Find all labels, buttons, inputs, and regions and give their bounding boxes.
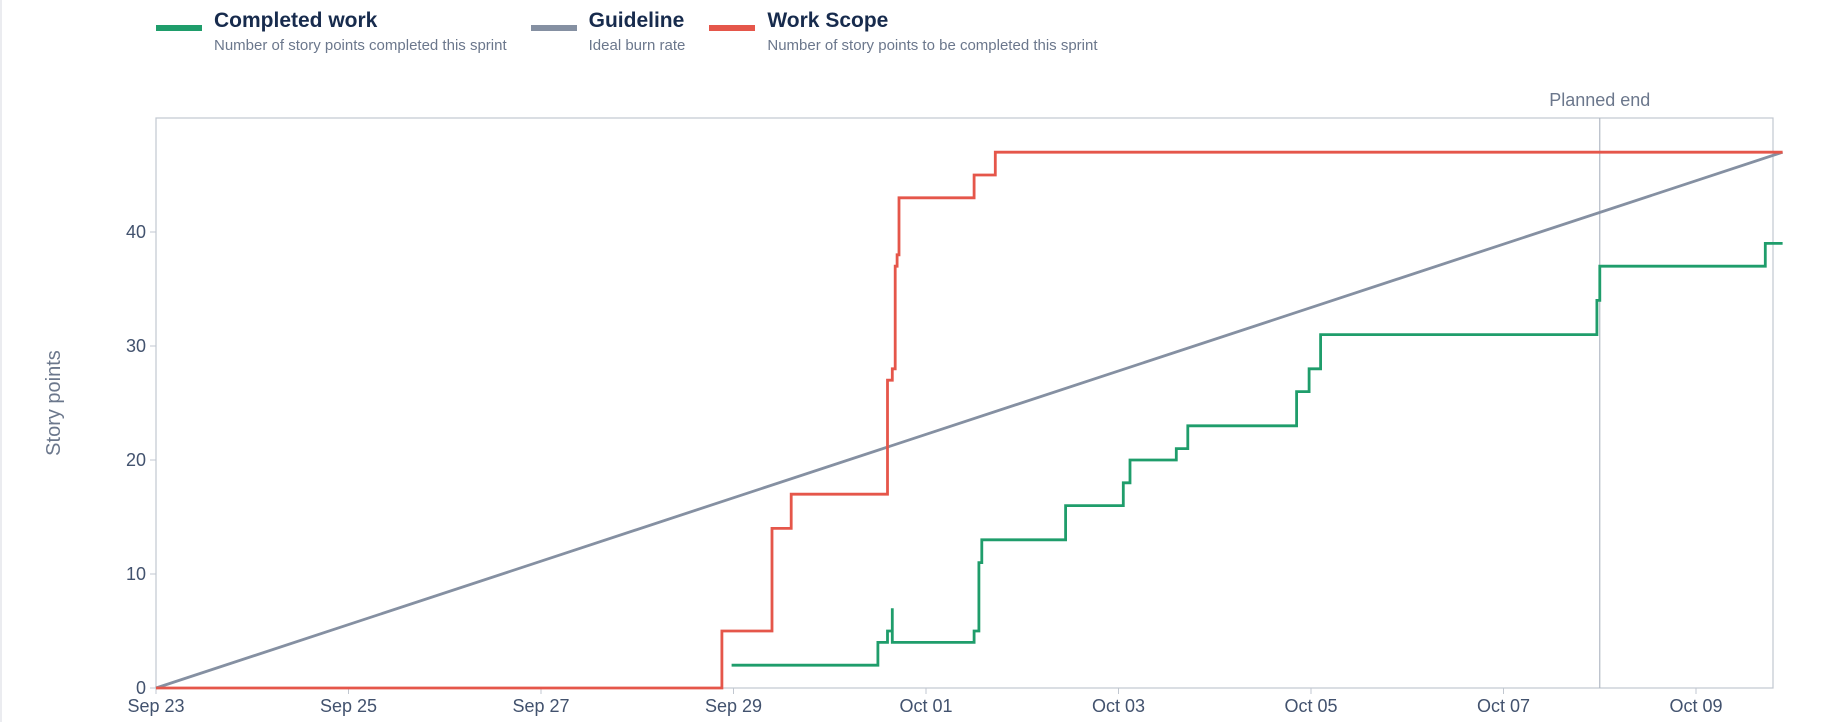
x-tick-label: Oct 03 bbox=[1092, 696, 1145, 716]
x-tick-label: Oct 09 bbox=[1669, 696, 1722, 716]
y-tick-label: 0 bbox=[136, 678, 146, 698]
legend-label: Work Scope bbox=[767, 9, 889, 32]
x-tick-label: Sep 25 bbox=[320, 696, 377, 716]
legend-item-guideline[interactable]: Guideline Ideal burn rate bbox=[530, 6, 686, 56]
legend-item-completed-work[interactable]: Completed work Number of story points co… bbox=[156, 6, 507, 56]
x-tick-label: Oct 01 bbox=[899, 696, 952, 716]
x-tick-label: Oct 05 bbox=[1284, 696, 1337, 716]
legend-item-work-scope[interactable]: Work Scope Number of story points to be … bbox=[709, 6, 1098, 56]
planned-end-label: Planned end bbox=[1549, 90, 1650, 110]
x-tick-label: Sep 29 bbox=[705, 696, 762, 716]
series-line-completed-work bbox=[731, 242, 1783, 667]
legend-swatch-work-scope bbox=[709, 25, 756, 31]
page-divider bbox=[0, 0, 2, 722]
legend-description: Number of story points to be completed t… bbox=[767, 37, 1098, 54]
series-line-guideline bbox=[155, 150, 1784, 690]
x-tick-label: Sep 27 bbox=[512, 696, 569, 716]
legend-description: Number of story points completed this sp… bbox=[214, 37, 507, 54]
y-tick-label: 40 bbox=[126, 222, 146, 242]
y-axis-label: Story points bbox=[43, 350, 65, 456]
plot-frame bbox=[155, 117, 1774, 689]
legend-swatch-completed-work bbox=[156, 25, 202, 31]
legend-swatch-guideline bbox=[530, 25, 577, 31]
series-line-work-scope bbox=[156, 150, 1783, 690]
legend-label: Completed work bbox=[214, 9, 378, 32]
y-tick-label: 30 bbox=[126, 336, 146, 356]
x-tick-label: Sep 23 bbox=[127, 696, 184, 716]
chart-legend: Completed work Number of story points co… bbox=[156, 6, 1098, 56]
y-tick-label: 20 bbox=[126, 450, 146, 470]
legend-description: Ideal burn rate bbox=[588, 37, 686, 54]
y-tick-label: 10 bbox=[126, 564, 146, 584]
legend-label: Guideline bbox=[588, 9, 685, 32]
x-tick-label: Oct 07 bbox=[1477, 696, 1530, 716]
